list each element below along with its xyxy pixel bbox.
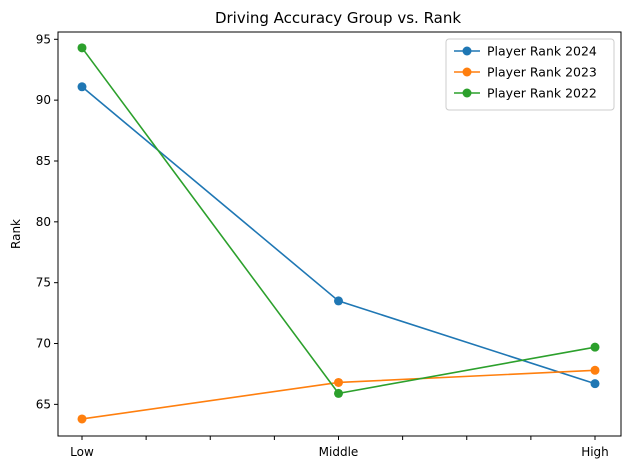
data-point: [77, 82, 87, 92]
y-tick-label: 90: [36, 93, 51, 107]
data-point: [334, 377, 343, 387]
data-point: [590, 379, 600, 389]
legend-label: Player Rank 2024: [487, 44, 597, 59]
y-tick-label: 70: [36, 337, 51, 351]
data-point: [334, 388, 343, 398]
chart-title: Driving Accuracy Group vs. Rank: [215, 9, 461, 27]
data-point: [590, 365, 600, 375]
plot-frame: [57, 31, 622, 437]
y-tick-label: 75: [36, 276, 51, 290]
legend-box: [445, 38, 615, 111]
legend-label: Player Rank 2023: [487, 65, 597, 80]
legend-label: Player Rank 2022: [487, 86, 597, 101]
legend-marker: [462, 46, 472, 56]
legend-marker: [462, 88, 472, 98]
y-axis-label: Rank: [9, 219, 23, 249]
y-tick-label: 80: [36, 215, 51, 229]
x-tick-label: Middle: [319, 445, 359, 459]
y-tick-label: 65: [36, 397, 51, 411]
data-point: [77, 43, 87, 53]
data-point: [334, 296, 343, 306]
y-tick-label: 95: [36, 32, 51, 46]
legend-marker: [462, 67, 472, 77]
legend: Player Rank 2024 Player Rank 2023 Player R…: [445, 38, 615, 111]
series-line-1: [81, 86, 596, 385]
x-tick-label: Low: [70, 445, 94, 459]
data-point: [590, 342, 600, 352]
data-point: [77, 414, 87, 424]
plot-area: 65 70 75 80 85 90 95 Low Middle High: [36, 31, 622, 459]
x-tick-label: High: [581, 445, 609, 459]
y-tick-label: 85: [36, 154, 51, 168]
